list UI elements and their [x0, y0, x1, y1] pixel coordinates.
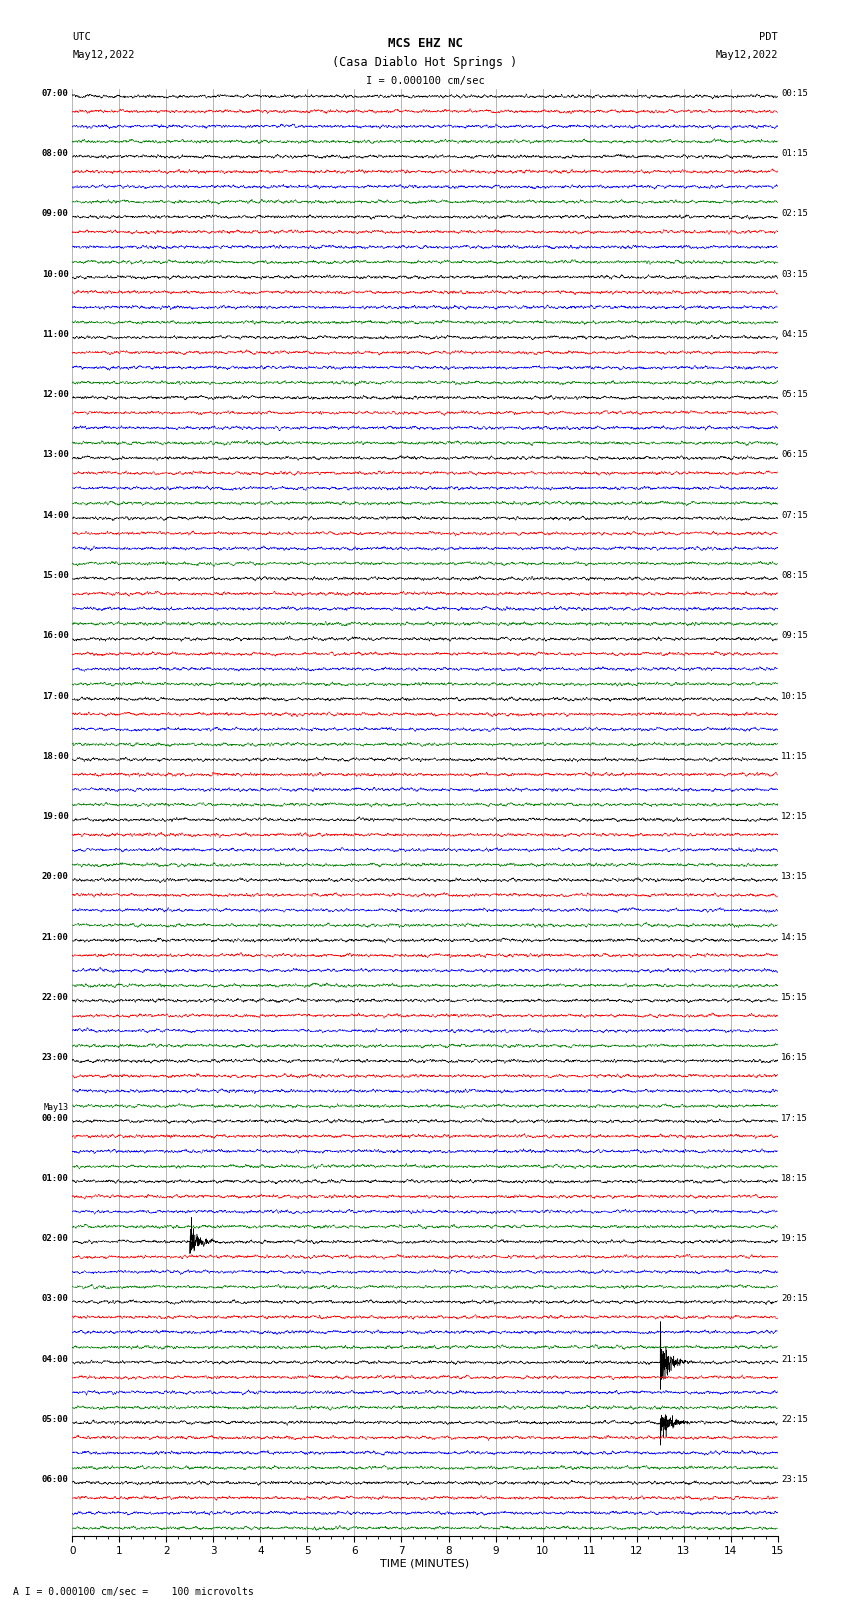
Text: 17:00: 17:00	[42, 692, 69, 700]
Text: 04:00: 04:00	[42, 1355, 69, 1363]
Text: 20:00: 20:00	[42, 873, 69, 881]
Text: 01:15: 01:15	[781, 148, 808, 158]
Text: 17:15: 17:15	[781, 1113, 808, 1123]
Text: 03:15: 03:15	[781, 269, 808, 279]
Text: I = 0.000100 cm/sec: I = 0.000100 cm/sec	[366, 76, 484, 85]
Text: MCS EHZ NC: MCS EHZ NC	[388, 37, 462, 50]
Text: 07:15: 07:15	[781, 511, 808, 519]
Text: 13:00: 13:00	[42, 450, 69, 460]
Text: 06:00: 06:00	[42, 1476, 69, 1484]
X-axis label: TIME (MINUTES): TIME (MINUTES)	[381, 1558, 469, 1569]
Text: 13:15: 13:15	[781, 873, 808, 881]
Text: May12,2022: May12,2022	[715, 50, 778, 60]
Text: UTC: UTC	[72, 32, 91, 42]
Text: 11:00: 11:00	[42, 331, 69, 339]
Text: (Casa Diablo Hot Springs ): (Casa Diablo Hot Springs )	[332, 56, 518, 69]
Text: 11:15: 11:15	[781, 752, 808, 761]
Text: May12,2022: May12,2022	[72, 50, 135, 60]
Text: 12:15: 12:15	[781, 813, 808, 821]
Text: 05:15: 05:15	[781, 390, 808, 398]
Text: 00:15: 00:15	[781, 89, 808, 98]
Text: 03:00: 03:00	[42, 1294, 69, 1303]
Text: 06:15: 06:15	[781, 450, 808, 460]
Text: 16:15: 16:15	[781, 1053, 808, 1063]
Text: 00:00: 00:00	[42, 1113, 69, 1123]
Text: 10:15: 10:15	[781, 692, 808, 700]
Text: 09:00: 09:00	[42, 210, 69, 218]
Text: 15:15: 15:15	[781, 994, 808, 1002]
Text: 09:15: 09:15	[781, 631, 808, 640]
Text: 08:15: 08:15	[781, 571, 808, 581]
Text: 14:15: 14:15	[781, 932, 808, 942]
Text: 18:00: 18:00	[42, 752, 69, 761]
Text: A I = 0.000100 cm/sec =    100 microvolts: A I = 0.000100 cm/sec = 100 microvolts	[13, 1587, 253, 1597]
Text: 20:15: 20:15	[781, 1294, 808, 1303]
Text: 04:15: 04:15	[781, 331, 808, 339]
Text: 02:15: 02:15	[781, 210, 808, 218]
Text: 15:00: 15:00	[42, 571, 69, 581]
Text: 18:15: 18:15	[781, 1174, 808, 1182]
Text: 05:00: 05:00	[42, 1415, 69, 1424]
Text: 19:00: 19:00	[42, 813, 69, 821]
Text: 07:00: 07:00	[42, 89, 69, 98]
Text: 19:15: 19:15	[781, 1234, 808, 1244]
Text: 02:00: 02:00	[42, 1234, 69, 1244]
Text: 23:15: 23:15	[781, 1476, 808, 1484]
Text: 21:15: 21:15	[781, 1355, 808, 1363]
Text: 01:00: 01:00	[42, 1174, 69, 1182]
Text: 10:00: 10:00	[42, 269, 69, 279]
Text: PDT: PDT	[759, 32, 778, 42]
Text: 22:15: 22:15	[781, 1415, 808, 1424]
Text: 21:00: 21:00	[42, 932, 69, 942]
Text: May13: May13	[43, 1103, 69, 1111]
Text: 08:00: 08:00	[42, 148, 69, 158]
Text: 23:00: 23:00	[42, 1053, 69, 1063]
Text: 22:00: 22:00	[42, 994, 69, 1002]
Text: 14:00: 14:00	[42, 511, 69, 519]
Text: 12:00: 12:00	[42, 390, 69, 398]
Text: 16:00: 16:00	[42, 631, 69, 640]
